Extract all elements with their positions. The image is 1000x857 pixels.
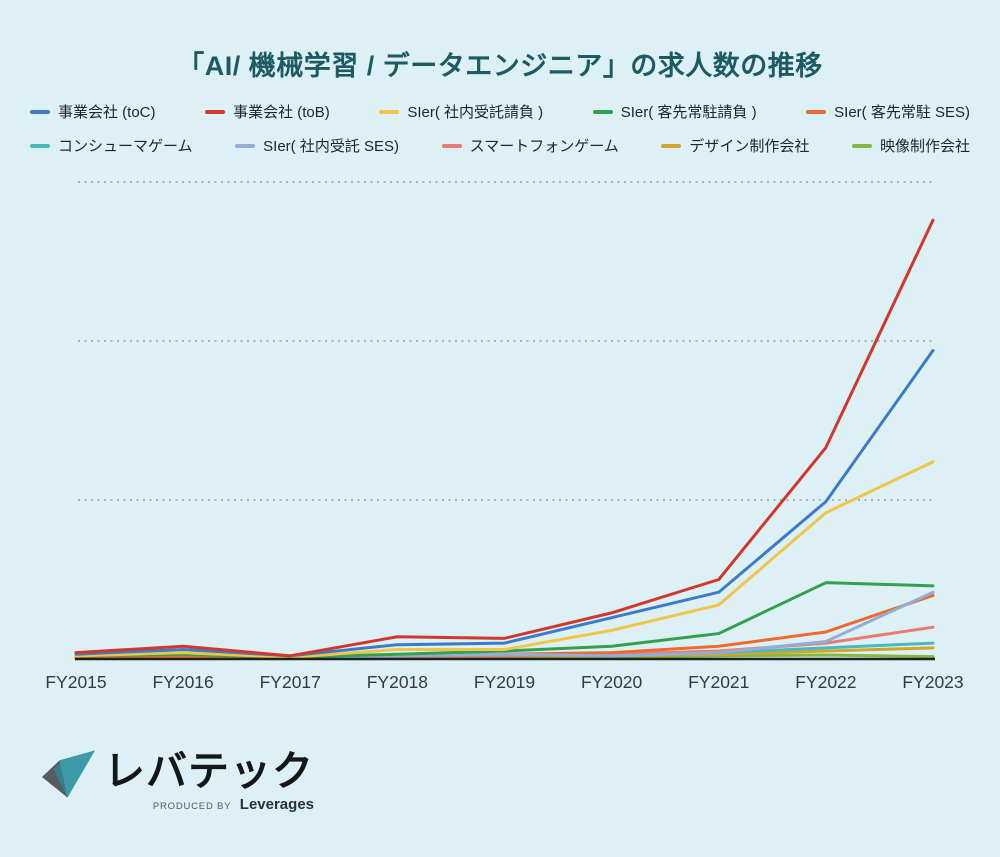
series-line xyxy=(74,218,935,658)
x-tick-label: FY2019 xyxy=(474,672,535,692)
legend-swatch xyxy=(851,143,872,148)
legend-label: 事業会社 (toC) xyxy=(58,104,156,121)
x-tick-label: FY2015 xyxy=(45,672,106,692)
x-axis-labels: FY2015 FY2016 FY2017 FY2018 FY2019 FY2020 FY20… xyxy=(45,672,963,692)
legend-label: スマートフォンゲーム xyxy=(469,138,619,155)
legend-row-1: 事業会社 (toC) 事業会社 (toB) SIer( 社内受託請負 ) SIer( … xyxy=(30,101,970,122)
x-tick-label: FY2021 xyxy=(688,672,749,692)
produced-by-brand: Leverages xyxy=(239,796,314,814)
series-line xyxy=(74,460,935,659)
legend-label: 映像制作会社 xyxy=(879,138,970,155)
line-chart: FY2015 FY2016 FY2017 FY2018 FY2019 FY2020 FY20… xyxy=(45,181,964,692)
x-tick-label: FY2022 xyxy=(795,672,856,692)
legend-item: 映像制作会社 xyxy=(851,135,970,156)
legend-label: 事業会社 (toB) xyxy=(233,104,330,121)
gridlines xyxy=(78,181,935,501)
legend-swatch xyxy=(379,109,400,114)
legend-item: SIer( 客先常駐請負 ) xyxy=(592,101,757,122)
legend-swatch xyxy=(30,109,50,114)
legend-label: コンシューマゲーム xyxy=(58,138,193,155)
logo-wordmark: レバテック xyxy=(104,748,314,794)
legend-label: SIer( 社内受託 SES) xyxy=(263,138,400,155)
logo-produced-by: PRODUCED BY Leverages xyxy=(104,797,314,813)
page-title: 「AI/ 機械学習 / データエンジニア」の求人数の推移 xyxy=(177,51,823,81)
legend-item: SIer( 客先常駐 SES) xyxy=(806,101,970,122)
x-tick-label: FY2018 xyxy=(367,672,428,692)
legend-item: 事業会社 (toB) xyxy=(205,101,330,122)
x-tick-label: FY2023 xyxy=(902,672,963,692)
legend-label: デザイン制作会社 xyxy=(689,138,810,155)
legend-swatch xyxy=(30,143,50,148)
legend-item: デザイン制作会社 xyxy=(661,135,809,156)
legend-swatch xyxy=(661,143,682,148)
x-tick-label: FY2016 xyxy=(152,672,213,692)
legend-item: SIer( 社内受託 SES) xyxy=(235,135,399,156)
x-tick-label: FY2020 xyxy=(581,672,643,692)
legend-label: SIer( 社内受託請負 ) xyxy=(407,104,544,121)
series-line xyxy=(74,581,935,659)
legend-swatch xyxy=(235,143,256,148)
legend-swatch xyxy=(205,109,226,114)
legend-row-2: コンシューマゲーム SIer( 社内受託 SES) スマートフォンゲーム デザイン制作… xyxy=(30,135,970,156)
produced-by-label: PRODUCED BY xyxy=(152,801,232,813)
legend-swatch xyxy=(592,109,613,114)
legend-item: 事業会社 (toC) xyxy=(30,101,156,122)
logo-paper-plane-icon xyxy=(41,750,96,798)
legend-swatch xyxy=(441,143,462,148)
legend-label: SIer( 客先常駐請負 ) xyxy=(620,104,757,121)
series-lines xyxy=(74,218,935,660)
legend-item: スマートフォンゲーム xyxy=(441,135,619,156)
brand-logo: レバテック PRODUCED BY Leverages xyxy=(40,748,314,813)
legend-item: SIer( 社内受託請負 ) xyxy=(379,101,543,122)
legend-swatch xyxy=(806,109,827,114)
legend-label: SIer( 客先常駐 SES) xyxy=(834,104,970,121)
logo-text-block: レバテック PRODUCED BY Leverages xyxy=(104,748,314,813)
x-tick-label: FY2017 xyxy=(260,672,321,692)
series-line xyxy=(74,349,935,658)
legend-item: コンシューマゲーム xyxy=(30,135,193,156)
chart-legend: 事業会社 (toC) 事業会社 (toB) SIer( 社内受託請負 ) SIer( … xyxy=(30,101,970,169)
